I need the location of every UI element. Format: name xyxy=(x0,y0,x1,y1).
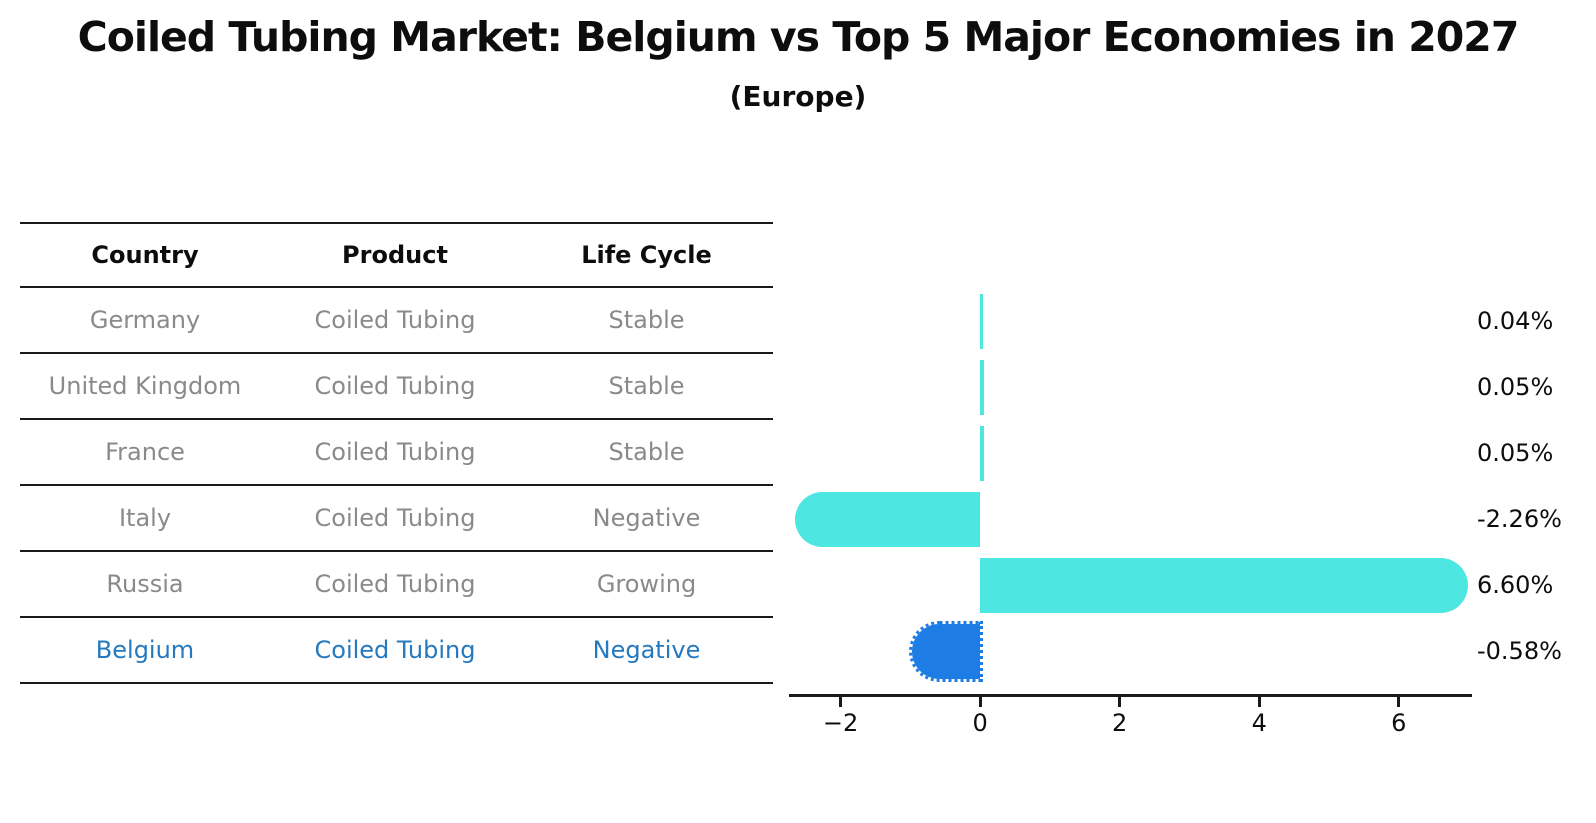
country-table: Country Product Life Cycle Germany Coiled… xyxy=(20,222,773,684)
x-tick-0 xyxy=(978,697,982,707)
table-row-belgium: Belgium Coiled Tubing Negative xyxy=(20,618,773,684)
bar-germany xyxy=(980,293,983,349)
table-cell-product: Coiled Tubing xyxy=(314,504,476,532)
x-tick-label-0: 0 xyxy=(972,709,988,737)
table-row-italy: Italy Coiled Tubing Negative xyxy=(20,486,773,552)
table-cell-product: Coiled Tubing xyxy=(314,570,476,598)
bar-russia xyxy=(980,557,1469,613)
table-header-row: Country Product Life Cycle xyxy=(20,222,773,288)
x-tick-label-2: 2 xyxy=(1112,709,1128,737)
value-label-france: 0.05% xyxy=(1477,439,1554,467)
chart-title: Coiled Tubing Market: Belgium vs Top 5 M… xyxy=(77,13,1520,61)
table-header-country: Country xyxy=(91,241,199,269)
table-body: Germany Coiled Tubing Stable United Kingdom… xyxy=(20,288,773,684)
x-axis-line xyxy=(789,694,1472,697)
table-cell-country: Belgium xyxy=(95,636,195,664)
x-tick-label-−2: −2 xyxy=(822,709,859,737)
table-row-germany: Germany Coiled Tubing Stable xyxy=(20,288,773,354)
table-row-france: France Coiled Tubing Stable xyxy=(20,420,773,486)
value-label-russia: 6.60% xyxy=(1477,571,1554,599)
value-label-belgium: -0.58% xyxy=(1477,637,1562,665)
table-cell-life-cycle: Growing xyxy=(596,570,697,598)
value-label-italy: -2.26% xyxy=(1477,505,1562,533)
table-cell-product: Coiled Tubing xyxy=(314,306,476,334)
table-cell-country: Germany xyxy=(89,306,201,334)
x-tick-6 xyxy=(1397,697,1401,707)
x-tick-4 xyxy=(1257,697,1261,707)
table-cell-life-cycle: Negative xyxy=(592,636,701,664)
table-row-united-kingdom: United Kingdom Coiled Tubing Stable xyxy=(20,354,773,420)
table-header-product: Product xyxy=(342,241,448,269)
x-tick-−2 xyxy=(839,697,843,707)
chart-subtitle: (Europe) xyxy=(729,80,867,113)
table-cell-life-cycle: Stable xyxy=(608,438,685,466)
table-cell-product: Coiled Tubing xyxy=(314,372,476,400)
table-cell-product: Coiled Tubing xyxy=(314,636,476,664)
bar-france xyxy=(980,425,984,481)
table-cell-country: Russia xyxy=(106,570,184,598)
table-cell-life-cycle: Stable xyxy=(608,306,685,334)
table-header-life-cycle: Life Cycle xyxy=(581,241,712,269)
table-cell-life-cycle: Negative xyxy=(592,504,701,532)
bar-belgium xyxy=(909,620,984,682)
table-cell-product: Coiled Tubing xyxy=(314,438,476,466)
table-cell-life-cycle: Stable xyxy=(608,372,685,400)
value-label-germany: 0.04% xyxy=(1477,307,1554,335)
table-cell-country: Italy xyxy=(118,504,172,532)
table-cell-country: France xyxy=(105,438,185,466)
x-tick-label-4: 4 xyxy=(1251,709,1267,737)
table-row-russia: Russia Coiled Tubing Growing xyxy=(20,552,773,618)
x-tick-2 xyxy=(1118,697,1122,707)
table-cell-country: United Kingdom xyxy=(48,372,242,400)
x-tick-label-6: 6 xyxy=(1391,709,1407,737)
bar-united-kingdom xyxy=(980,359,984,415)
value-label-united-kingdom: 0.05% xyxy=(1477,373,1554,401)
bar-italy xyxy=(794,491,981,547)
